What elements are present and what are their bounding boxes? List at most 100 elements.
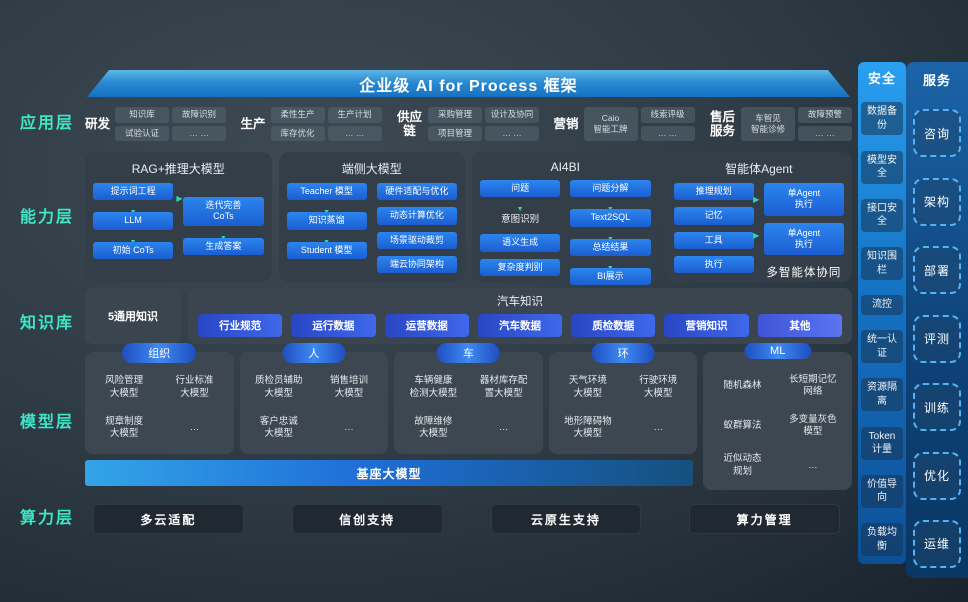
auto-knowledge-title: 汽车知识: [497, 296, 543, 308]
flow-step: Teacher 模型: [286, 183, 367, 201]
service-title: 服务: [922, 73, 951, 88]
list-item: 工具: [673, 231, 754, 249]
model-group-tag: 人: [282, 343, 346, 363]
agent-exec: 单Agent 执行: [763, 222, 844, 255]
framework-title: 企业级 AI for Process 框架: [359, 77, 578, 95]
flow-step: 复杂度判别: [480, 258, 561, 276]
security-item: 知识围栏: [861, 247, 903, 280]
rag-right-flow: 迭代完善 CoTs 生成答案: [183, 197, 264, 259]
app-group-items: 知识库 故障识别 试验认证 … …: [115, 107, 227, 141]
service-item: 优化: [913, 451, 961, 500]
model-item: 天气环境 大模型: [568, 375, 607, 399]
app-group-after-sales: 售后服务 车智见 智能诊修 故障预警 … …: [709, 107, 852, 141]
model-item: 规章制度 大模型: [105, 416, 144, 440]
ai4bi-box: AI4BI 问题 意图识别 语义生成 复杂度判别 问题分解 Text2SQL: [472, 152, 659, 285]
knowledge-pill: 运行数据: [291, 314, 376, 337]
model-item: …: [189, 422, 200, 434]
app-group-supply-chain: 供应链 采购管理 设计及协同 项目管理 … …: [396, 107, 539, 141]
list-item: 动态计算优化: [376, 207, 457, 225]
base-model-bar: 基座大模型: [85, 460, 693, 486]
security-title: 安全: [867, 71, 896, 86]
framework-banner: 企业级 AI for Process 框架: [87, 70, 850, 97]
list-item: 硬件适配与优化: [376, 183, 457, 201]
knowledge-pill: 营销知识: [664, 314, 749, 337]
list-item: 执行: [673, 255, 754, 273]
app-item: 故障识别: [172, 107, 227, 123]
compute-item: 信创支持: [291, 504, 443, 534]
model-item: 客户忠诚 大模型: [259, 416, 298, 440]
arrow-right-icon: [176, 189, 182, 205]
app-item: 采购管理: [428, 107, 482, 123]
ai4bi-right-flow: 问题分解 Text2SQL 总结结果 BI展示: [570, 180, 651, 285]
layer-label-model: 模型层: [19, 414, 74, 431]
app-group-name: 研发: [85, 116, 111, 131]
flow-step: 初始 CoTs: [93, 241, 174, 259]
app-group-items: Caio 智能工牌 线索评级 … …: [583, 107, 695, 141]
flow-step: 总结结果: [570, 238, 651, 256]
security-item: 模型安全: [861, 150, 903, 184]
app-item: … …: [172, 125, 227, 141]
agent-exec: 单Agent 执行: [763, 183, 844, 216]
layer-label-capability: 能力层: [19, 209, 74, 226]
model-item: 随机森林: [723, 380, 762, 392]
service-item: 咨询: [913, 109, 961, 158]
app-item: 知识库: [115, 107, 170, 123]
arrow-down-icon: [287, 232, 367, 240]
general-knowledge-box: 5通用知识: [85, 288, 181, 344]
app-group-name: 生产: [240, 116, 266, 131]
security-item: 统一认证: [861, 330, 903, 363]
app-group-marketing: 营销 Caio 智能工牌 线索评级 … …: [553, 107, 695, 141]
app-group-rd: 研发 知识库 故障识别 试验认证 … …: [85, 107, 227, 141]
multi-agent-caption: 多智能体协同: [766, 267, 842, 279]
model-group-environment: 环 天气环境 大模型 行驶环境 大模型 地形障碍物 大模型 …: [548, 343, 698, 454]
list-item: 场景驱动裁剪: [376, 231, 457, 249]
compute-item: 算力管理: [689, 504, 840, 534]
arrow-down-icon: [93, 202, 173, 210]
model-item: 车辆健康 检测大模型: [409, 375, 458, 399]
model-group-tag: 环: [591, 343, 655, 363]
app-group-items: 采购管理 设计及协同 项目管理 … …: [428, 107, 539, 141]
app-item: … …: [640, 125, 695, 141]
service-item: 运维: [913, 519, 961, 568]
arrow-down-icon: [183, 228, 263, 236]
model-item: 风险管理 大模型: [105, 375, 144, 399]
model-layer-row: 组织 风险管理 大模型 行业标准 大模型 规章制度 大模型 … 人 质检员辅助 …: [85, 343, 852, 490]
capability-layer-row: RAG+推理大模型 提示词工程 LLM 初始 CoTs 迭代完善 CoTs 生成…: [85, 152, 852, 285]
layer-label-knowledge: 知识库: [19, 315, 74, 332]
model-group-ml: ML 随机森林 长短期记忆 网络 蚁群算法 多变量灰色 模型 近似动态 规划 …: [703, 343, 852, 490]
box-title: AI4BI: [550, 160, 580, 174]
security-item: 负载均衡: [861, 523, 903, 556]
service-column: 服务 咨询 架构 部署 评测 训练 优化 运维: [906, 62, 968, 578]
knowledge-pill: 运营数据: [384, 314, 469, 337]
app-group-production: 生产 柔性生产 生产计划 库存优化 … …: [240, 107, 382, 141]
model-item: 行驶环境 大模型: [639, 375, 678, 399]
model-item: 行业标准 大模型: [175, 375, 214, 399]
flow-step: 语义生成: [480, 234, 561, 252]
rag-reasoning-box: RAG+推理大模型 提示词工程 LLM 初始 CoTs 迭代完善 CoTs 生成…: [85, 152, 272, 282]
app-item: 生产计划: [327, 107, 382, 123]
layer-label-application: 应用层: [19, 115, 74, 132]
flow-step: 迭代完善 CoTs: [183, 197, 264, 226]
model-group-tag: ML: [744, 343, 812, 359]
list-item: 推理规划: [673, 183, 754, 201]
list-item: 端云协同架构: [376, 255, 457, 273]
model-item: 地形障碍物 大模型: [564, 416, 612, 440]
model-group-vehicle: 车 车辆健康 检测大模型 器材库存配 置大模型 故障维修 大模型 …: [394, 343, 543, 454]
security-item: Token计量: [861, 426, 903, 460]
arrow-right-icon: [753, 226, 759, 242]
arrow-down-icon: [287, 202, 367, 210]
service-item: 部署: [913, 246, 961, 295]
flow-step: LLM: [93, 212, 174, 230]
security-item: 资源隔离: [861, 378, 903, 412]
app-group-name: 营销: [553, 116, 579, 131]
security-item: 接口安全: [861, 198, 903, 232]
flow-step: BI展示: [570, 267, 651, 285]
edge-right-list: 硬件适配与优化 动态计算优化 场景驱动裁剪 端云协同架构: [376, 183, 457, 273]
app-item: 项目管理: [428, 125, 482, 141]
main-content: 企业级 AI for Process 框架 研发 知识库 故障识别 试验认证 ……: [85, 0, 852, 602]
flow-step: 知识蒸馏: [286, 212, 367, 230]
arrow-down-icon: [93, 232, 173, 240]
model-item: 故障维修 大模型: [414, 416, 453, 440]
model-item: …: [498, 422, 509, 434]
